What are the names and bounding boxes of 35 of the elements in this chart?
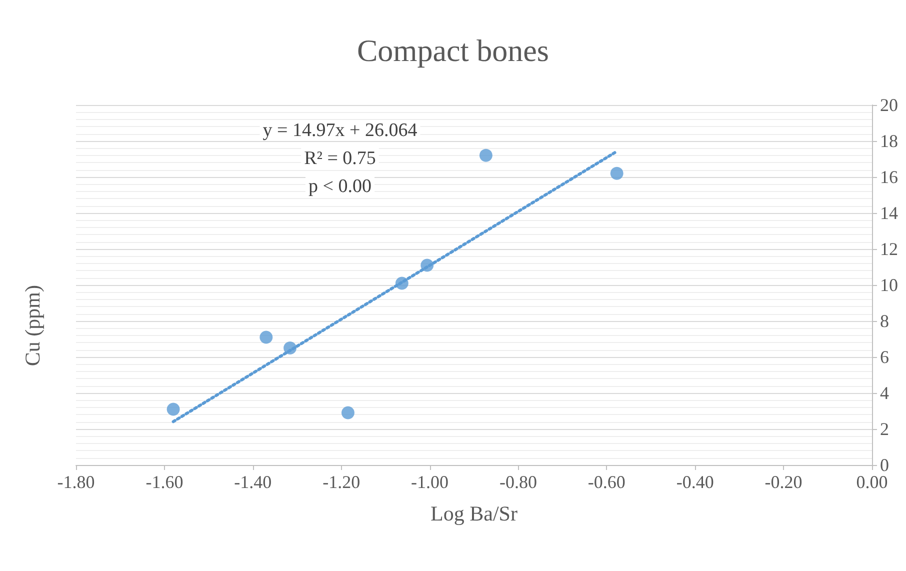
x-tick-label: -1.20 xyxy=(322,472,360,492)
y-tick-label: 12 xyxy=(880,239,898,259)
y-tick-label: 4 xyxy=(880,383,889,403)
x-tick-label: -0.40 xyxy=(676,472,714,492)
y-tick-label: 20 xyxy=(880,95,898,115)
annotation: y = 14.97x + 26.064 xyxy=(262,120,418,141)
point xyxy=(260,330,273,344)
point xyxy=(284,342,297,354)
y-tick-label: 8 xyxy=(880,311,889,331)
x-tick-label: -0.60 xyxy=(588,472,626,492)
point xyxy=(395,276,408,290)
x-tick-label: -1.00 xyxy=(411,472,449,492)
y-tick-label: 6 xyxy=(880,347,889,367)
x-tick-label: 0.00 xyxy=(856,472,888,492)
x-tick-label: -1.80 xyxy=(57,472,95,492)
point xyxy=(479,148,492,162)
x-tick-label: -0.80 xyxy=(499,472,537,492)
point xyxy=(420,258,434,272)
y-tick-label: 10 xyxy=(880,275,898,295)
point xyxy=(341,406,354,420)
x-tick-label: -0.20 xyxy=(764,472,802,492)
y-tick-label: 18 xyxy=(880,131,898,151)
y-tick-label: 2 xyxy=(880,419,889,439)
chart-title: Compact bones xyxy=(357,33,549,68)
annotation: p < 0.00 xyxy=(308,176,372,197)
y-axis-title: Cu (ppm) xyxy=(20,284,44,366)
x-tick-label: -1.40 xyxy=(234,472,272,492)
y-tick-label: 0 xyxy=(880,455,889,475)
x-axis-title: Log Ba/Sr xyxy=(430,502,518,526)
y-tick-label: 16 xyxy=(880,167,898,187)
point xyxy=(166,402,180,416)
x-tick-label: -1.60 xyxy=(146,472,184,492)
point xyxy=(610,166,624,180)
y-tick-label: 14 xyxy=(880,203,898,223)
annotation: R² = 0.75 xyxy=(304,148,376,169)
